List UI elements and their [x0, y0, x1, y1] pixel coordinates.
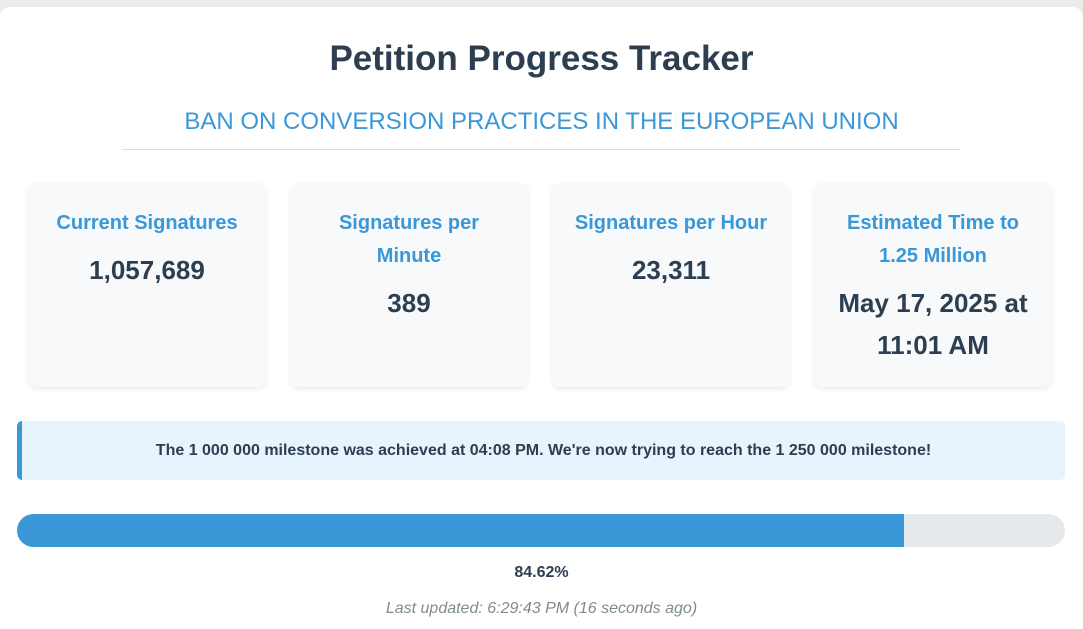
stat-value: 1,057,689 — [89, 255, 205, 285]
tracker-card: Petition Progress Tracker BAN ON CONVERS… — [0, 7, 1083, 629]
stat-label: Signatures per Minute — [338, 212, 480, 267]
stat-value: 389 — [387, 288, 431, 318]
stat-card-signatures-per-minute: Signatures per Minute 389 — [290, 183, 528, 387]
stat-value: May 17, 2025 at 11:01 AM — [838, 288, 1028, 360]
milestone-banner: The 1 000 000 milestone was achieved at … — [17, 421, 1065, 480]
page-title: Petition Progress Tracker — [329, 39, 754, 78]
header-divider — [122, 149, 960, 150]
stat-card-signatures-per-hour: Signatures per Hour 23,311 — [552, 183, 790, 387]
stat-label: Estimated Time to 1.25 Million — [847, 212, 1019, 267]
progress-bar-fill — [17, 514, 904, 547]
progress-bar — [17, 514, 1065, 547]
last-updated-text: Last updated: 6:29:43 PM (16 seconds ago… — [385, 600, 698, 617]
stat-label: Current Signatures — [56, 212, 238, 234]
stat-card-current-signatures: Current Signatures 1,057,689 — [28, 183, 266, 387]
petition-subtitle: BAN ON CONVERSION PRACTICES IN THE EUROP… — [184, 108, 899, 135]
stat-label: Signatures per Hour — [574, 212, 768, 234]
stat-value: 23,311 — [631, 255, 711, 285]
progress-percent: 84.62% — [514, 564, 569, 581]
stat-card-estimated-time: Estimated Time to 1.25 Million May 17, 2… — [814, 183, 1052, 387]
